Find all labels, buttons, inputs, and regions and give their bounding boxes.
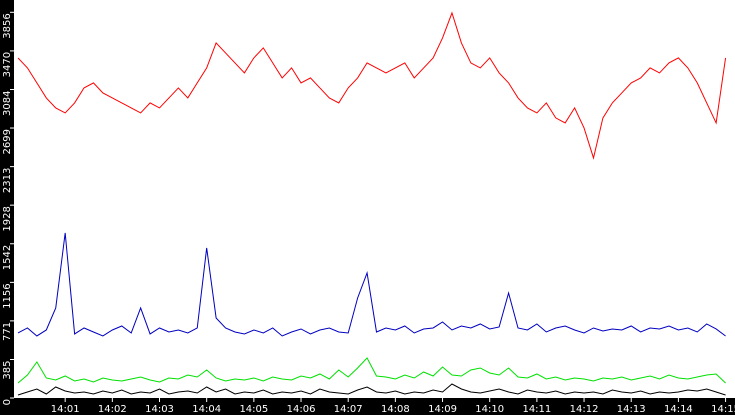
x-tick-label: 14:12 — [570, 404, 599, 415]
x-tick-label: 14:07 — [334, 404, 363, 415]
series-line — [17, 357, 726, 384]
x-tick-label: 14:09 — [428, 404, 457, 415]
y-tick-label: 771 — [2, 322, 13, 341]
x-tick-label: 14:11 — [522, 404, 551, 415]
x-tick-label: 14:02 — [98, 404, 127, 415]
y-tick-label: 1156 — [2, 283, 13, 308]
y-tick-label: 385 — [2, 360, 13, 379]
y-tick-label: 3856 — [2, 13, 13, 38]
x-tick-label: 14:08 — [381, 404, 410, 415]
x-tick-label: 14:15 — [711, 404, 735, 415]
x-tick-label: 14:13 — [617, 404, 646, 415]
y-tick-label: 2313 — [2, 168, 13, 193]
y-tick-label: 3470 — [2, 52, 13, 77]
y-axis-strip — [0, 0, 14, 415]
series-line — [17, 232, 726, 337]
y-tick-label: 3084 — [2, 91, 13, 116]
series-line — [17, 11, 727, 160]
x-tick-label: 14:03 — [145, 404, 174, 415]
y-tick-label: 2699 — [2, 129, 13, 154]
x-tick-label: 14:05 — [239, 404, 268, 415]
series-line — [17, 383, 726, 396]
x-tick-label: 14:06 — [287, 404, 316, 415]
y-tick-label: 1928 — [2, 206, 13, 231]
x-tick-label: 14:04 — [192, 404, 221, 415]
y-tick-label: 1542 — [2, 245, 13, 270]
x-axis-strip — [0, 398, 735, 415]
x-tick-label: 14:10 — [475, 404, 504, 415]
x-tick-label: 14:01 — [51, 404, 80, 415]
y-tick-label: 0 — [2, 399, 13, 405]
x-tick-label: 14:14 — [664, 404, 693, 415]
